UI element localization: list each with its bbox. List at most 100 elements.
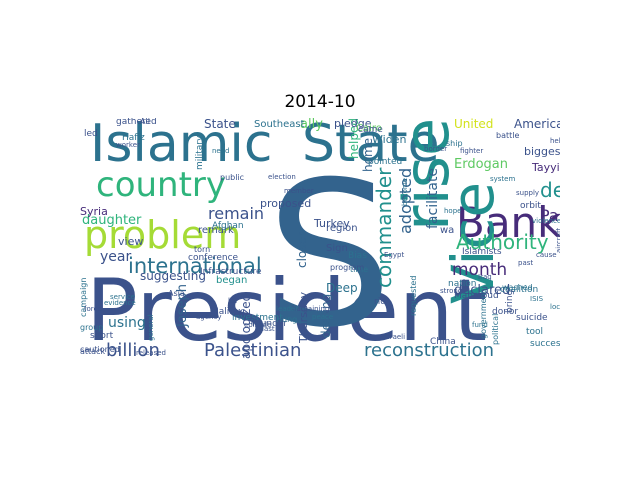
cloud-word: agency bbox=[196, 313, 222, 321]
cloud-word: requested bbox=[409, 275, 418, 316]
cloud-word: Tayyip bbox=[532, 161, 560, 174]
cloud-word: donor bbox=[492, 307, 519, 317]
cloud-word: strong bbox=[440, 287, 463, 295]
cloud-word: Bias bbox=[348, 251, 367, 261]
cloud-word: closer bbox=[295, 232, 309, 268]
cloud-word: attack bbox=[80, 347, 106, 356]
cloud-word: Asia bbox=[168, 289, 185, 298]
cloud-word: Halifax bbox=[212, 307, 244, 317]
cloud-word: member bbox=[284, 187, 314, 195]
cloud-word: ISIS bbox=[530, 295, 544, 303]
cloud-word: Afghan bbox=[212, 221, 244, 231]
cloud-word: become bbox=[401, 177, 409, 206]
cloud-word: orbit bbox=[520, 201, 541, 211]
cloud-word: suggesting bbox=[140, 269, 206, 283]
cloud-word: force bbox=[84, 305, 102, 313]
cloud-word: nation bbox=[448, 279, 477, 289]
cloud-word: led bbox=[84, 129, 98, 139]
cloud-word: Egypt bbox=[384, 251, 405, 259]
cloud-word: biggest bbox=[524, 145, 560, 158]
cloud-word: Israeli bbox=[384, 333, 406, 341]
cloud-word: Thursday bbox=[297, 291, 310, 343]
cloud-word: month bbox=[452, 260, 508, 280]
cloud-word: Mahmoud bbox=[454, 291, 499, 301]
cloud-word: tool bbox=[526, 327, 544, 337]
cloud-word: last bbox=[262, 325, 275, 333]
cloud-word: worker bbox=[116, 141, 140, 149]
cloud-word: remain bbox=[208, 204, 265, 223]
cloud-word: billion bbox=[106, 340, 160, 361]
cloud-word: Deep bbox=[326, 281, 358, 295]
cloud-word: pointed bbox=[368, 157, 403, 167]
cloud-word: peace bbox=[312, 313, 334, 321]
cloud-word: released bbox=[136, 349, 166, 357]
cloud-word: Hung bbox=[276, 315, 298, 324]
cloud-word: Southeast bbox=[254, 119, 305, 130]
cloud-word: success bbox=[530, 339, 560, 349]
cloud-word: Palestinian bbox=[204, 340, 302, 361]
cloud-word: Hafiz bbox=[122, 133, 145, 143]
cloud-word: public bbox=[220, 173, 245, 182]
cloud-word: program bbox=[330, 263, 365, 272]
cloud-word: rid bbox=[374, 297, 386, 307]
cloud-word: need bbox=[212, 147, 230, 155]
cloud-word: proposed bbox=[260, 197, 312, 210]
figure-title: 2014-10 bbox=[284, 92, 356, 112]
cloud-word: Papa bbox=[540, 206, 560, 225]
cloud-word: China bbox=[430, 337, 456, 347]
cloud-word: American bbox=[514, 118, 560, 131]
cloud-word: Erdogan bbox=[454, 157, 508, 172]
cloud-word: investment bbox=[232, 313, 283, 323]
cloud-word: Infrastructure bbox=[200, 267, 262, 277]
cloud-word: coalition bbox=[500, 285, 539, 295]
cloud-word: government bbox=[479, 290, 488, 339]
cloud-word: general bbox=[147, 314, 155, 341]
cloud-word: came bbox=[358, 125, 383, 135]
cloud-word: local bbox=[550, 303, 560, 311]
cloud-word: supply bbox=[516, 189, 540, 197]
cloud-word: Syria bbox=[80, 205, 108, 218]
cloud-word: United bbox=[454, 118, 494, 131]
cloud-word: ship bbox=[446, 139, 463, 148]
cloud-word: view bbox=[118, 235, 144, 248]
cloud-word: Islamic bbox=[90, 118, 273, 174]
cloud-word: region bbox=[326, 223, 358, 234]
cloud-word: remark bbox=[198, 225, 234, 236]
cloud-word: fighter bbox=[460, 147, 484, 155]
cloud-word: year bbox=[100, 249, 132, 265]
cloud-word: State bbox=[302, 118, 440, 174]
cloud-word: washed bbox=[502, 283, 533, 292]
cloud-word: Turkey bbox=[314, 217, 350, 230]
cloud-word: service bbox=[110, 293, 136, 301]
cloud-word: using bbox=[108, 315, 146, 331]
cloud-word: election bbox=[268, 173, 296, 181]
cloud-word: episode bbox=[244, 321, 272, 329]
cloud-word: international bbox=[128, 254, 262, 278]
cloud-word: torn bbox=[194, 245, 211, 254]
cloud-word: Cairo bbox=[356, 123, 382, 134]
cloud-word: S bbox=[266, 139, 393, 361]
cloud-word: wa bbox=[440, 225, 455, 236]
cloud-word: bargaining bbox=[292, 305, 330, 313]
cloud-word: President bbox=[86, 261, 488, 361]
cloud-word: founder bbox=[252, 319, 288, 329]
cloud-word: facilitate bbox=[425, 167, 441, 229]
cloud-word: Ali bbox=[140, 118, 150, 126]
cloud-word: violence bbox=[532, 217, 560, 225]
cloud-word: bring bbox=[505, 289, 515, 313]
cloud-word: suicide bbox=[516, 313, 548, 323]
cloud-word: hope bbox=[444, 207, 462, 215]
cloud-word: reconstruction bbox=[364, 340, 495, 361]
cloud-word: group bbox=[80, 323, 104, 332]
cloud-word: border bbox=[424, 145, 448, 153]
cloud-word: gathered bbox=[116, 118, 157, 127]
cloud-word: cautioned bbox=[80, 345, 120, 354]
cloud-word: commander bbox=[372, 167, 396, 288]
cloud-word: aircraft bbox=[555, 227, 560, 253]
cloud-word: time bbox=[350, 265, 369, 274]
cloud-word: Authority bbox=[456, 230, 549, 254]
cloud-word: problem bbox=[84, 213, 242, 257]
cloud-word: ally bbox=[300, 118, 323, 132]
cloud-word: fund bbox=[472, 321, 488, 329]
cloud-word: Sign bbox=[326, 243, 348, 254]
